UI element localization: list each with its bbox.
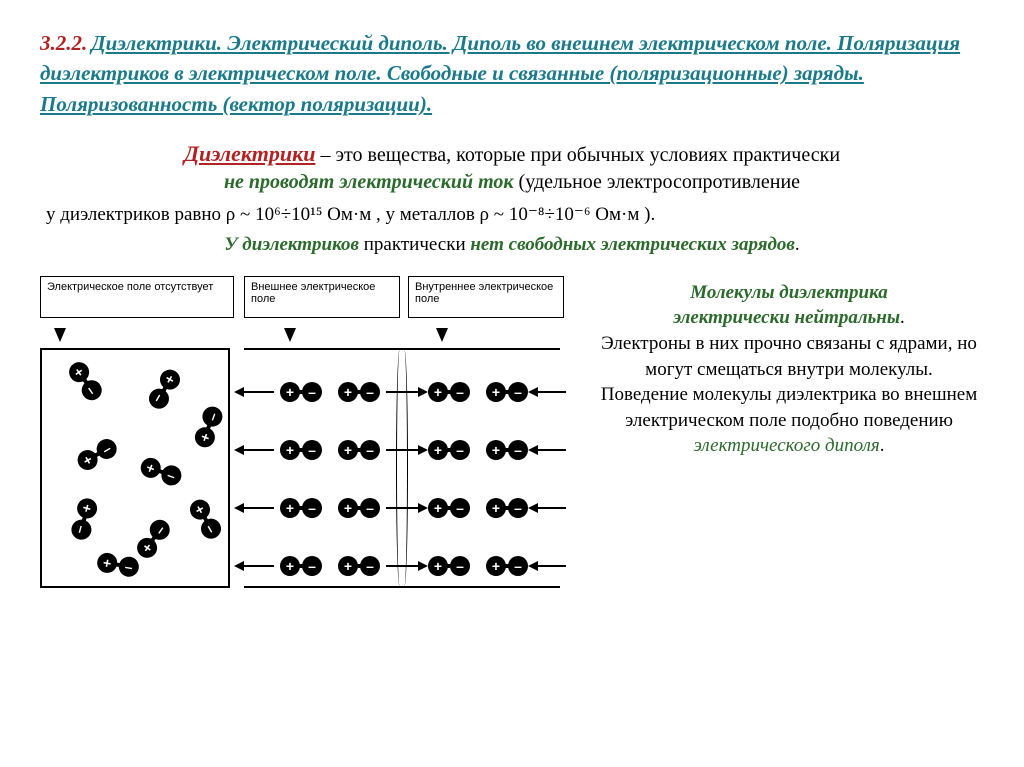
figure-polarization: Электрическое поле отсутствует Внешнее э… <box>40 276 570 588</box>
field-arrow-left-icon <box>242 507 274 509</box>
definition-paragraph: Диэлектрики – это вещества, которые при … <box>40 139 984 196</box>
dipole-icon <box>138 455 186 489</box>
resistivity-line: у диэлектриков равно ρ ~ 10⁶÷10¹⁵ Ом·м ,… <box>46 202 984 228</box>
dipole-icon <box>74 434 122 473</box>
field-arrow-right-icon <box>386 449 420 451</box>
section-number: 3.2.2. <box>40 31 87 55</box>
figure-label-no-field: Электрическое поле отсутствует <box>40 276 234 318</box>
figure-box-aligned <box>244 348 560 588</box>
definition-emph: не проводят электрический ток <box>224 171 514 193</box>
dipole-icon <box>338 556 382 576</box>
figure-label-external: Внешнее электрическое поле <box>244 276 400 318</box>
dipole-icon <box>133 514 175 562</box>
nocharges-mid: практически <box>359 234 470 255</box>
right-line1a: Молекулы диэлектрика <box>690 282 888 303</box>
arrow-down-icon <box>54 328 66 342</box>
field-arrow-left-icon <box>242 565 274 567</box>
right-line4: электрического диполя <box>694 435 880 456</box>
no-free-charges-line: У диэлектриков практически нет свободных… <box>40 232 984 258</box>
dipole-icon <box>280 440 324 460</box>
dipole-icon <box>280 498 324 518</box>
figure-label-internal: Внутреннее электрическое поле <box>408 276 564 318</box>
section-title: Диэлектрики. Электрический диполь. Дипол… <box>40 31 960 116</box>
nocharges-tail: . <box>795 234 800 255</box>
dipole-icon <box>338 498 382 518</box>
field-arrow-right-icon <box>386 507 420 509</box>
right-line3: Поведение молекулы диэлектрика во внешне… <box>601 384 977 431</box>
right-line1b: электрически нейтральны <box>673 307 900 328</box>
field-arrow-left-icon <box>242 449 274 451</box>
arrow-down-icon <box>284 328 296 342</box>
dipole-icon <box>96 551 143 578</box>
field-arrow-left-icon <box>242 391 274 393</box>
field-arrow-left-icon <box>536 565 566 567</box>
field-arrow-left-icon <box>536 449 566 451</box>
term-dielectrics: Диэлектрики <box>184 141 316 166</box>
dipole-icon <box>280 382 324 402</box>
field-arrow-left-icon <box>536 507 566 509</box>
field-arrow-right-icon <box>386 391 420 393</box>
figure-mid-separator <box>396 350 408 586</box>
definition-tail2: (удельное электросопротивление <box>514 171 800 193</box>
field-arrow-right-icon <box>386 565 420 567</box>
dipole-icon <box>428 382 472 402</box>
right-line2: Электроны в них прочно связаны с ядрами,… <box>601 333 977 380</box>
dipole-icon <box>280 556 324 576</box>
dipole-icon <box>338 382 382 402</box>
dipole-icon <box>338 440 382 460</box>
section-heading: 3.2.2. Диэлектрики. Электрический диполь… <box>40 28 984 119</box>
dipole-icon <box>486 498 530 518</box>
dipole-icon <box>69 496 100 544</box>
field-arrow-left-icon <box>536 391 566 393</box>
dipole-icon <box>428 498 472 518</box>
dipole-icon <box>486 556 530 576</box>
right-text-block: Молекулы диэлектрика электрически нейтра… <box>594 276 984 588</box>
dipole-icon <box>486 382 530 402</box>
dipole-icon <box>192 402 226 450</box>
dipole-icon <box>486 440 530 460</box>
dipole-icon <box>144 366 183 414</box>
dipole-icon <box>65 358 107 406</box>
figure-box-no-field <box>40 348 230 588</box>
definition-tail1: – это вещества, которые при обычных усло… <box>315 144 840 166</box>
nocharges-lead: У диэлектриков <box>224 234 359 255</box>
dipole-icon <box>428 556 472 576</box>
arrow-down-icon <box>436 328 448 342</box>
dipole-icon <box>186 496 225 544</box>
nocharges-emph: нет свободных электрических зарядов <box>470 234 795 255</box>
dipole-icon <box>428 440 472 460</box>
